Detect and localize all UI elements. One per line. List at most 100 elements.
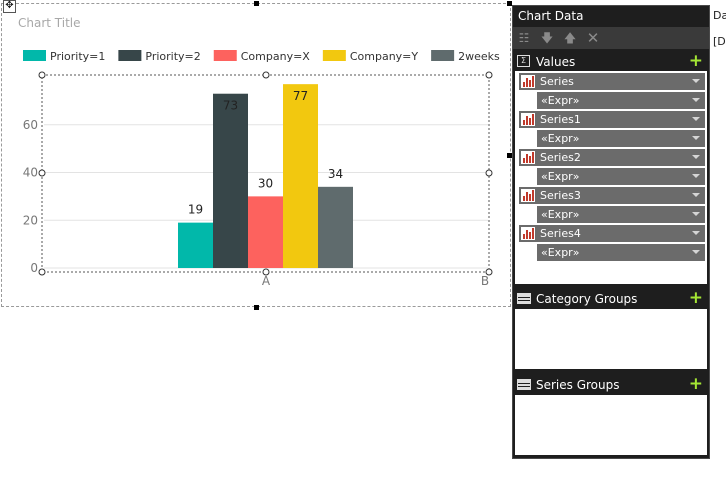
bar-1 bbox=[213, 93, 248, 269]
resize-handle-middle-right[interactable] bbox=[507, 153, 512, 158]
y-tick-label-2: 40 bbox=[23, 166, 38, 180]
plot-resize-handle-6[interactable] bbox=[262, 268, 270, 276]
legend-swatch-4 bbox=[431, 50, 455, 61]
category-groups-drop-zone[interactable] bbox=[515, 309, 707, 369]
series-row-4[interactable]: Series4 bbox=[519, 225, 705, 242]
series-row-2[interactable]: Series2 bbox=[519, 149, 705, 166]
plot-resize-handle-3[interactable] bbox=[38, 169, 46, 177]
bar-chart-icon bbox=[521, 113, 535, 126]
chart-data-pane: Chart Data ☷ 🡇 🡅 ✕ Σ Values + Series «Ex… bbox=[512, 5, 710, 459]
bar-chart-icon bbox=[521, 189, 535, 202]
expr-row-4[interactable]: «Expr» bbox=[537, 244, 705, 261]
category-groups-label: Category Groups bbox=[536, 292, 638, 306]
values-section-label: Values bbox=[536, 55, 576, 69]
arrow-down-icon[interactable]: 🡇 bbox=[540, 31, 554, 45]
expr-label: «Expr» bbox=[541, 208, 580, 221]
resize-handle-top-middle[interactable] bbox=[254, 1, 259, 6]
chevron-down-icon[interactable] bbox=[692, 136, 700, 140]
data-label-3: 77 bbox=[293, 89, 308, 103]
plot-resize-handle-1[interactable] bbox=[262, 71, 270, 79]
legend-label-2: Company=X bbox=[241, 50, 311, 63]
y-tick-label-3: 60 bbox=[23, 118, 38, 132]
y-tick-label-1: 20 bbox=[23, 213, 38, 227]
values-list: Series «Expr» Series1 «Expr» Series2 «Ex… bbox=[515, 71, 707, 284]
delete-icon[interactable]: ✕ bbox=[586, 29, 600, 47]
data-label-0: 19 bbox=[188, 203, 203, 217]
expr-row-0[interactable]: «Expr» bbox=[537, 92, 705, 109]
pane-toolbar: ☷ 🡇 🡅 ✕ bbox=[513, 27, 709, 49]
chevron-down-icon[interactable] bbox=[692, 98, 700, 102]
expr-label: «Expr» bbox=[541, 132, 580, 145]
chevron-down-icon[interactable] bbox=[692, 212, 700, 216]
chevron-down-icon[interactable] bbox=[692, 79, 700, 83]
series-name: Series bbox=[540, 75, 574, 88]
expr-label: «Expr» bbox=[541, 94, 580, 107]
expr-label: «Expr» bbox=[541, 170, 580, 183]
chart-design-surface[interactable]: ✥ Chart Title Priority=1 Priority=2 Compan… bbox=[0, 0, 513, 310]
legend-label-4: 2weeks bbox=[458, 50, 500, 63]
chevron-down-icon[interactable] bbox=[692, 193, 700, 197]
category-groups-header[interactable]: Category Groups + bbox=[513, 288, 709, 308]
property-value[interactable]: [D bbox=[713, 35, 726, 48]
plot-resize-handle-5[interactable] bbox=[38, 268, 46, 276]
chevron-down-icon[interactable] bbox=[692, 117, 700, 121]
grid-icon bbox=[517, 293, 531, 304]
data-label-4: 34 bbox=[328, 167, 343, 181]
bar-3 bbox=[283, 84, 318, 268]
add-series-group-icon[interactable]: + bbox=[688, 374, 703, 394]
bar-2 bbox=[248, 196, 283, 268]
legend-swatch-0 bbox=[23, 50, 46, 61]
chart-svg[interactable]: Priority=1 Priority=2 Company=X Company=Y 2w… bbox=[0, 0, 512, 310]
plot-resize-handle-2[interactable] bbox=[485, 71, 493, 79]
chevron-down-icon[interactable] bbox=[692, 174, 700, 178]
plot-resize-handle-7[interactable] bbox=[485, 268, 493, 276]
resize-handle-bottom-middle[interactable] bbox=[254, 305, 259, 310]
plot-resize-handle-4[interactable] bbox=[485, 169, 493, 177]
expr-label: «Expr» bbox=[541, 246, 580, 259]
chevron-down-icon[interactable] bbox=[692, 155, 700, 159]
arrow-up-icon[interactable]: 🡅 bbox=[563, 31, 577, 45]
x-tick-label-0: A bbox=[262, 274, 271, 288]
bar-chart-icon bbox=[521, 75, 535, 88]
legend-label-1: Priority=2 bbox=[145, 50, 200, 63]
chevron-down-icon[interactable] bbox=[692, 231, 700, 235]
legend-swatch-2 bbox=[213, 50, 237, 61]
chevron-down-icon[interactable] bbox=[692, 250, 700, 254]
series-name: Series4 bbox=[540, 227, 581, 240]
add-value-icon[interactable]: + bbox=[688, 51, 703, 71]
series-name: Series3 bbox=[540, 189, 581, 202]
series-groups-header[interactable]: Series Groups + bbox=[513, 374, 709, 394]
series-name: Series1 bbox=[540, 113, 581, 126]
values-section-header[interactable]: Σ Values + bbox=[513, 51, 709, 71]
bar-chart-icon bbox=[521, 151, 535, 164]
expr-row-3[interactable]: «Expr» bbox=[537, 206, 705, 223]
resize-handle-top-right[interactable] bbox=[507, 1, 512, 6]
y-tick-label-0: 0 bbox=[30, 261, 38, 275]
properties-icon[interactable]: ☷ bbox=[518, 31, 530, 45]
series-row-0[interactable]: Series bbox=[519, 73, 705, 90]
pane-title: Chart Data bbox=[518, 9, 584, 23]
series-groups-label: Series Groups bbox=[536, 378, 620, 392]
add-category-group-icon[interactable]: + bbox=[688, 288, 703, 308]
bar-0 bbox=[178, 222, 213, 268]
move-handle-icon[interactable]: ✥ bbox=[3, 0, 16, 13]
plot-resize-handle-0[interactable] bbox=[38, 71, 46, 79]
legend-label-0: Priority=1 bbox=[50, 50, 105, 63]
property-label: Da bbox=[713, 9, 726, 22]
data-label-2: 30 bbox=[258, 176, 273, 190]
chart-title[interactable]: Chart Title bbox=[18, 16, 81, 30]
series-name: Series2 bbox=[540, 151, 581, 164]
series-groups-drop-zone[interactable] bbox=[515, 395, 707, 455]
legend-swatch-3 bbox=[322, 50, 346, 61]
properties-panel-edge: Da [D bbox=[711, 5, 726, 51]
x-tick-label-1: B bbox=[481, 274, 489, 288]
series-row-3[interactable]: Series3 bbox=[519, 187, 705, 204]
expr-row-1[interactable]: «Expr» bbox=[537, 130, 705, 147]
data-label-1: 73 bbox=[223, 99, 238, 113]
sigma-icon: Σ bbox=[517, 55, 530, 67]
series-row-1[interactable]: Series1 bbox=[519, 111, 705, 128]
expr-row-2[interactable]: «Expr» bbox=[537, 168, 705, 185]
bar-4 bbox=[318, 186, 353, 268]
bar-chart-icon bbox=[521, 227, 535, 240]
legend-label-3: Company=Y bbox=[350, 50, 419, 63]
